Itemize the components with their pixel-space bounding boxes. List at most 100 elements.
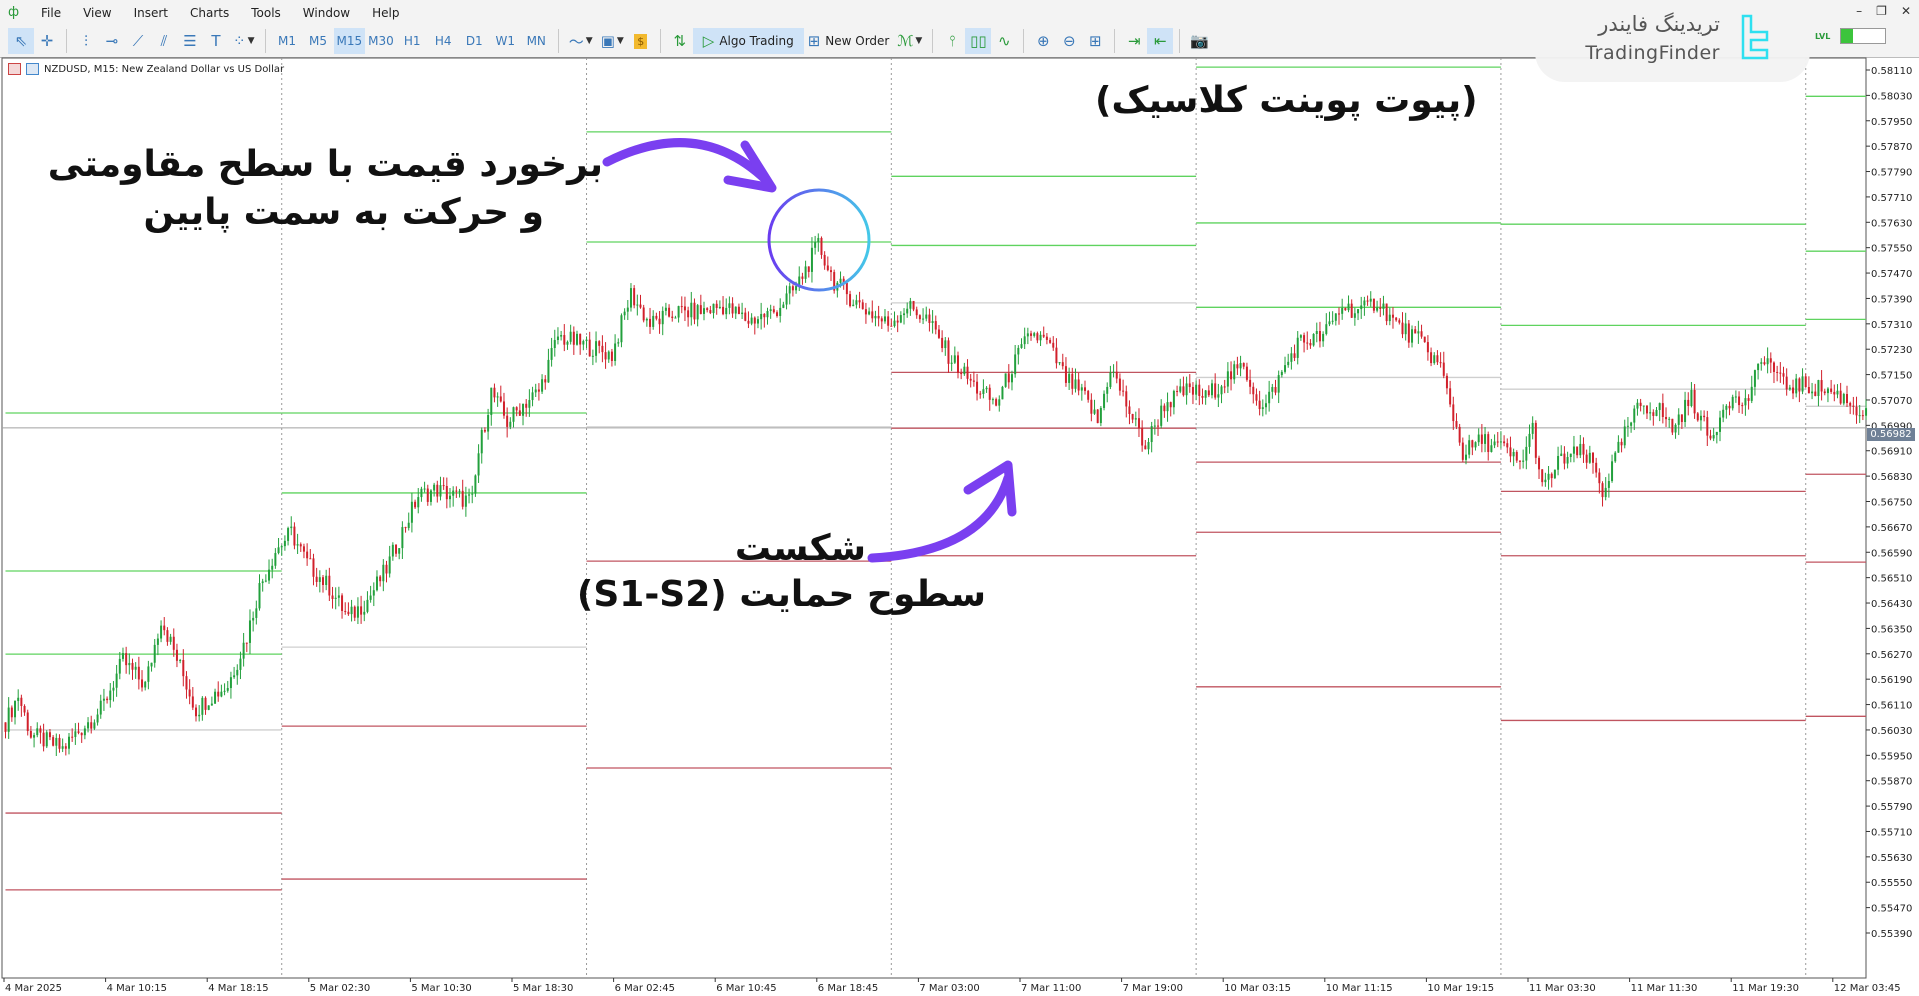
menu-insert[interactable]: Insert [133, 5, 168, 20]
horizontal-line-button[interactable]: ⊸ [99, 28, 125, 54]
candle-body [1176, 390, 1179, 392]
price-tick-label: 0.55630 [1871, 853, 1912, 864]
candle-body [1480, 434, 1483, 444]
signals-button[interactable]: ⇅ [667, 28, 693, 54]
candle-body [1620, 441, 1623, 446]
candle-body [1607, 481, 1610, 488]
chart-menu-icon[interactable] [8, 63, 21, 75]
candle-body [1731, 396, 1734, 409]
lvl-icon[interactable]: LVL [1815, 31, 1831, 41]
candle-body [1528, 433, 1531, 447]
candle-body [890, 325, 893, 327]
menu-window[interactable]: Window [302, 5, 351, 20]
crosshair-tool-button[interactable]: ✛ [34, 28, 60, 54]
timeframe-m1[interactable]: M1 [278, 34, 296, 48]
candle-body [280, 546, 283, 548]
candle-body [614, 343, 617, 362]
screenshot-button[interactable]: 📷 [1186, 28, 1213, 54]
market-button[interactable]: $ [628, 28, 654, 54]
toolbar-divider [557, 29, 559, 53]
bar-chart-button[interactable]: ⫯ [939, 28, 965, 54]
candle-body [1271, 387, 1274, 392]
menu-file[interactable]: File [41, 5, 62, 20]
shapes-button[interactable]: ⁘ ▼ [229, 28, 259, 54]
template-button[interactable]: ▣ ▼ [597, 28, 628, 54]
text-tool-button[interactable]: T [203, 28, 229, 54]
candle-body [1617, 441, 1620, 453]
price-tick-label: 0.57150 [1871, 371, 1912, 382]
chart-type-button[interactable]: 〜 ▼ [565, 28, 597, 54]
timeframe-d1[interactable]: D1 [465, 34, 483, 48]
candle-body [1849, 403, 1852, 406]
candle-body [1553, 469, 1556, 479]
candle-body [1642, 405, 1645, 407]
candle-body [331, 595, 334, 599]
candle-body [1722, 409, 1725, 418]
new-order-button[interactable]: ⊞ New Order [804, 28, 894, 54]
menu-help[interactable]: Help [372, 5, 400, 20]
candle-body [1719, 417, 1721, 432]
candle-body [163, 625, 166, 631]
candle-body [610, 351, 613, 362]
menu-view[interactable]: View [83, 5, 112, 20]
indicators-button[interactable]: ℳ ▼ [893, 28, 926, 54]
candle-body [1293, 353, 1296, 358]
minimize-icon[interactable]: – [1856, 4, 1863, 18]
chart-shift-button[interactable]: ⇤ [1147, 28, 1174, 54]
candle-body [623, 311, 626, 316]
candle-body [1693, 389, 1696, 414]
fibonacci-button[interactable]: ☰ [177, 28, 203, 54]
menu-tools[interactable]: Tools [251, 5, 281, 20]
timeframe-w1[interactable]: W1 [495, 34, 516, 48]
cursor-tool-button[interactable]: ⇖ [8, 28, 34, 54]
zoom-in-button[interactable]: ⊕ [1030, 28, 1056, 54]
candle-body [1817, 380, 1820, 397]
candle-body [1506, 443, 1509, 448]
channel-button[interactable]: ⫽ [151, 28, 177, 54]
vertical-line-icon: ⫶ [84, 32, 88, 50]
time-tick-label: 6 Mar 10:45 [716, 983, 776, 994]
candle-body [1861, 415, 1864, 417]
candle-body [728, 303, 731, 308]
zoom-out-button[interactable]: ⊖ [1056, 28, 1082, 54]
candle-body [1430, 352, 1433, 364]
timeframe-m5[interactable]: M5 [309, 34, 327, 48]
trendline-button[interactable]: ⟋ [125, 28, 151, 54]
close-icon[interactable]: ✕ [1900, 4, 1911, 18]
autoscroll-button[interactable]: ⇥ [1121, 28, 1147, 54]
timeframe-m30[interactable]: M30 [368, 34, 394, 48]
timeframe-h1[interactable]: H1 [403, 34, 421, 48]
timeframe-h4[interactable]: H4 [434, 34, 452, 48]
candle-body [1658, 403, 1661, 411]
candle-body [858, 300, 861, 303]
timeframe-mn[interactable]: MN [526, 34, 546, 48]
candle-body [852, 304, 855, 307]
candle-body [1398, 320, 1401, 323]
candlestick-button[interactable]: ▯▯ [965, 28, 992, 54]
timeframe-m15[interactable]: M15 [333, 28, 366, 54]
chevron-down-icon: ▼ [247, 36, 255, 46]
candle-body [10, 707, 13, 718]
candle-body [1274, 387, 1277, 393]
candle-body [1280, 371, 1283, 376]
grid-button[interactable]: ⊞ [1082, 28, 1108, 54]
algo-trading-button[interactable]: ▷ Algo Trading [692, 28, 804, 54]
candle-body [220, 691, 223, 697]
signal-toggle[interactable] [1840, 28, 1887, 44]
price-tick-label: 0.56590 [1871, 548, 1912, 559]
time-tick-label: 5 Mar 18:30 [513, 983, 573, 994]
candle-body [693, 302, 696, 320]
time-tick-label: 7 Mar 19:00 [1123, 983, 1183, 994]
candle-body [1087, 390, 1090, 400]
restore-icon[interactable]: ❐ [1876, 4, 1887, 18]
line-chart-button[interactable]: ∿ [991, 28, 1017, 54]
candle-body [629, 288, 632, 308]
vertical-line-button[interactable]: ⫶ [73, 28, 99, 54]
menu-charts[interactable]: Charts [190, 5, 230, 20]
candle-body [1033, 333, 1036, 336]
candle-body [468, 494, 471, 496]
candle-body [464, 495, 467, 507]
zoom-out-icon: ⊖ [1063, 32, 1076, 50]
candle-body [925, 314, 928, 319]
